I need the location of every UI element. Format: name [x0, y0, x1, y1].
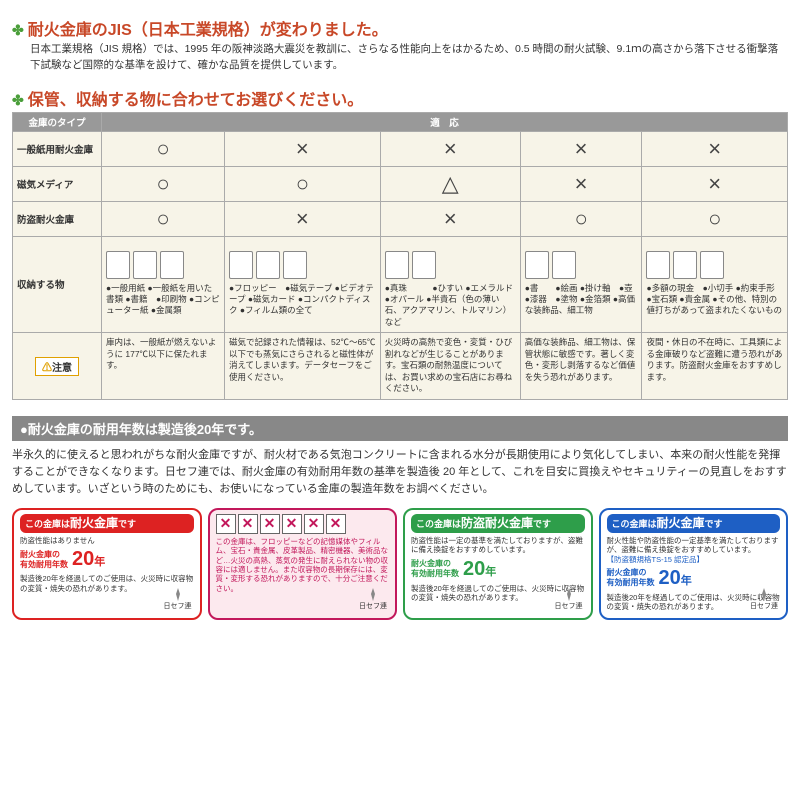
section1-body: 日本工業規格（JIS 規格）では、1995 年の阪神淡路大震災を教訓に、さらなる… — [30, 42, 788, 74]
card-fireproof: この金庫は耐火金庫です 防盗性能はありません 耐火金庫の 有効耐用年数 20年 … — [12, 508, 202, 620]
storage-row: 収納する物 ●一般用紙 ●一般紙を用いた書類 ●書籍 ●印刷物 ●コンピューター… — [13, 236, 788, 333]
section3-body: 半永久的に使えると思われがちな耐火金庫ですが、耐火材である気泡コンクリートに含ま… — [12, 447, 788, 498]
caution-row: ⚠注意 庫内は、一般紙が燃えないように 177℃以下に保たれます。 磁気で記録さ… — [13, 333, 788, 399]
section2-heading: ✤保管、収納する物に合わせてお選びください。 — [12, 86, 788, 110]
clover-icon: ✤ — [12, 22, 24, 38]
table-row: 磁気メディア ○ ○ △ × × — [13, 166, 788, 201]
org-logo: 日セフ連 — [359, 587, 387, 612]
clover-icon: ✤ — [12, 92, 24, 108]
th-compat: 適 応 — [102, 112, 788, 131]
org-logo: 日セフ連 — [164, 587, 192, 612]
x-icons: ✕✕✕✕✕✕ — [216, 514, 390, 534]
section1-heading: ✤耐火金庫のJIS（日本工業規格）が変わりました。 — [12, 16, 788, 40]
th-type: 金庫のタイプ — [13, 112, 102, 131]
table-row: 防盗耐火金庫 ○ × × ○ ○ — [13, 201, 788, 236]
card-certified: この金庫は耐火金庫です 耐火性能や防盗性能の一定基準を満たしておりますが、盗難に… — [599, 508, 789, 620]
section3-bar: ●耐火金庫の耐用年数は製造後20年です。 — [12, 416, 788, 441]
card-burglary-fireproof: この金庫は防盗耐火金庫です 防盗性能は一定の基準を満たしておりますが、盗難に備え… — [403, 508, 593, 620]
table-row: 一般紙用耐火金庫 ○ × × × × — [13, 131, 788, 166]
org-logo: 日セフ連 — [750, 587, 778, 612]
caution-badge: ⚠注意 — [35, 357, 79, 376]
compatibility-table: 金庫のタイプ 適 応 一般紙用耐火金庫 ○ × × × × 磁気メディア ○ ○… — [12, 112, 788, 400]
org-logo: 日セフ連 — [555, 587, 583, 612]
card-warning: ✕✕✕✕✕✕ この金庫は、フロッピーなどの記憶媒体やフィルム、宝石・貴金属、皮革… — [208, 508, 398, 620]
cards-row: この金庫は耐火金庫です 防盗性能はありません 耐火金庫の 有効耐用年数 20年 … — [12, 508, 788, 620]
